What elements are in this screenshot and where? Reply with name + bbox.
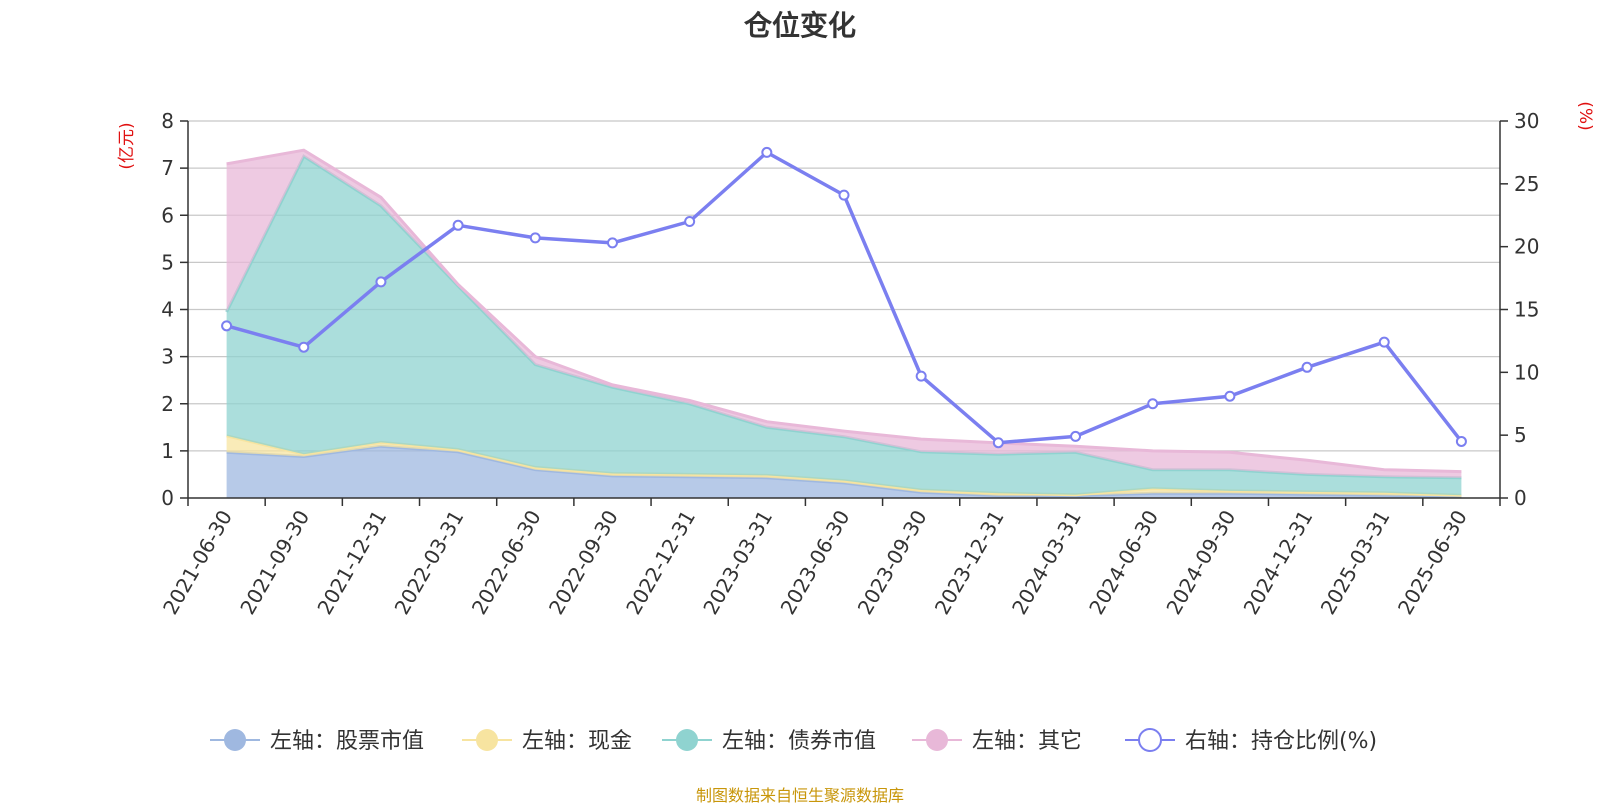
ratio-point (761, 146, 773, 158)
legend-marker (224, 729, 246, 751)
legend-marker (1138, 728, 1162, 752)
ratio-point (375, 276, 387, 288)
right-tick-label: 30 (1514, 109, 1539, 133)
x-tick-label: 2023-03-31 (698, 506, 777, 619)
x-tick-label: 2024-03-31 (1007, 506, 1086, 619)
x-tick-label: 2024-12-31 (1239, 506, 1318, 619)
x-tick-label: 2024-09-30 (1161, 506, 1240, 619)
x-tick-label: 2022-06-30 (467, 506, 546, 619)
left-tick-label: 4 (161, 298, 174, 322)
ratio-point (992, 437, 1004, 449)
ratio-point (452, 219, 464, 231)
ratio-point (1455, 435, 1467, 447)
chart-title: 仓位变化 (743, 9, 856, 42)
right-tick-label: 0 (1514, 486, 1527, 510)
right-tick-label: 25 (1514, 172, 1539, 196)
right-axis-unit: (%) (1575, 101, 1595, 130)
right-tick-label: 10 (1514, 360, 1539, 384)
ratio-point (684, 216, 696, 228)
left-tick-label: 8 (161, 109, 174, 133)
left-tick-label: 3 (161, 345, 174, 369)
legend: 左轴：股票市值 左轴：现金 左轴：债券市值 左轴：其它 右轴：持仓比例(%) (210, 728, 1377, 754)
ratio-point (221, 320, 233, 332)
x-tick-label: 2025-06-30 (1393, 506, 1472, 619)
left-tick-label: 0 (161, 486, 174, 510)
ratio-point (1147, 398, 1159, 410)
legend-label: 左轴：股票市值 (270, 729, 424, 754)
ratio-point (1070, 430, 1082, 442)
legend-marker (476, 729, 498, 751)
x-tick-label: 2022-03-31 (390, 506, 469, 619)
left-tick-label: 6 (161, 203, 174, 227)
ratio-point (1301, 361, 1313, 373)
x-tick-label: 2022-12-31 (621, 506, 700, 619)
ratio-point (838, 189, 850, 201)
left-axis-unit: (亿元) (117, 122, 137, 169)
x-tick-label: 2023-09-30 (853, 506, 932, 619)
ratio-point (529, 232, 541, 244)
x-tick-label: 2024-06-30 (1084, 506, 1163, 619)
legend-marker (926, 729, 948, 751)
area-左轴：其它 (226, 150, 1462, 478)
x-tick-label: 2021-12-31 (312, 506, 391, 619)
position-change-chart: 0 1 2 3 4 5 6 7 8 0 5 10 15 20 25 30 2021-06-302021-09-3… (117, 101, 1595, 754)
data-source-footer: 制图数据来自恒生聚源数据库 (695, 786, 904, 805)
ratio-line-series (221, 146, 1467, 449)
x-tick-label: 2023-12-31 (930, 506, 1009, 619)
ratio-point (1378, 336, 1390, 348)
right-tick-label: 20 (1514, 235, 1539, 259)
legend-label: 左轴：其它 (972, 729, 1082, 754)
legend-label: 右轴：持仓比例(%) (1185, 729, 1377, 754)
left-tick-label: 2 (161, 392, 174, 416)
left-tick-label: 7 (161, 156, 174, 180)
legend-label: 左轴：现金 (522, 729, 632, 754)
x-tick-label: 2023-06-30 (775, 506, 854, 619)
area-edge-左轴：其它 (226, 148, 1462, 474)
legend-label: 左轴：债券市值 (722, 729, 876, 754)
legend-marker (676, 729, 698, 751)
stacked-areas (225, 148, 1462, 499)
right-tick-label: 15 (1514, 298, 1539, 322)
x-tick-label: 2025-03-31 (1316, 506, 1395, 619)
area-左轴：股票市值 (226, 446, 1462, 498)
left-tick-label: 5 (161, 250, 174, 274)
left-tick-label: 1 (161, 439, 174, 463)
x-tick-label: 2022-09-30 (544, 506, 623, 619)
ratio-point (606, 237, 618, 249)
x-tick-label: 2021-06-30 (158, 506, 237, 619)
area-左轴：债券市值 (226, 156, 1462, 496)
right-tick-label: 5 (1514, 423, 1527, 447)
ratio-point (915, 370, 927, 382)
ratio-point (1224, 390, 1236, 402)
ratio-point (298, 341, 310, 353)
x-tick-label: 2021-09-30 (235, 506, 314, 619)
